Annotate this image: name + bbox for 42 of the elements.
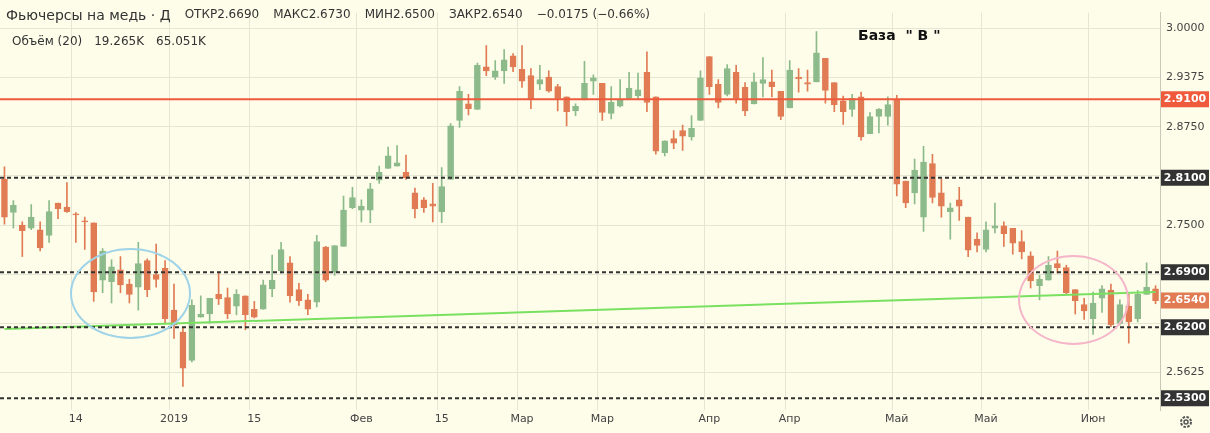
y-tick-label: 3.0000 (1166, 21, 1205, 35)
candlestick (81, 216, 89, 250)
annotation: МАКС2.6730 (273, 7, 351, 23)
x-tick-label: 15 (247, 412, 262, 426)
candlestick (72, 212, 80, 243)
y-tick-label: 2.8750 (1166, 119, 1205, 133)
ref-line-label: 2.8100 (1163, 170, 1207, 184)
x-tick-label: Мар (590, 412, 614, 426)
annotation: База " В " (858, 27, 941, 43)
ref-line-label: 2.6900 (1163, 265, 1207, 279)
x-tick-label: Апр (698, 412, 721, 426)
annotation: ОТКР2.6690 (184, 7, 260, 23)
y-tick-label: 2.5625 (1166, 365, 1205, 379)
candlestick (759, 57, 767, 98)
x-tick-label: 15 (434, 412, 449, 426)
x-tick-label: Июн (1080, 412, 1106, 426)
x-tick-label: Апр (778, 412, 801, 426)
x-tick-label: Мар (510, 412, 534, 426)
x-tick-label: Фев (350, 412, 373, 426)
annotation: ЗАКР2.6540 (448, 7, 523, 23)
chart-title: Фьючерсы на медь · Д (6, 7, 171, 23)
candlestick (18, 221, 26, 257)
candlestick (152, 243, 160, 288)
y-tick-label: 2.9375 (1166, 70, 1205, 84)
ref-line-label: 2.9100 (1163, 92, 1207, 106)
candlestick (955, 186, 963, 221)
candlestick (946, 202, 954, 240)
annotation: Объём (20) (12, 34, 83, 48)
candlestick (429, 183, 437, 223)
annotation: МИН2.6500 (364, 7, 435, 23)
x-tick-label: Май (974, 412, 998, 426)
candlestick (536, 64, 544, 91)
x-tick-label: Май (885, 412, 909, 426)
text: 2.6540 (1163, 293, 1207, 307)
y-tick-label: 2.7500 (1166, 217, 1205, 231)
annotation: 19.265K (94, 34, 145, 48)
annotation: −0.0175 (−0.66%) (536, 7, 651, 23)
annotation: 65.051K (156, 34, 206, 48)
x-tick-label: 2019 (160, 412, 188, 426)
x-tick-label: 14 (68, 412, 83, 426)
ref-line-label: 2.6200 (1163, 320, 1207, 334)
ref-line-label: 2.5300 (1163, 391, 1207, 405)
